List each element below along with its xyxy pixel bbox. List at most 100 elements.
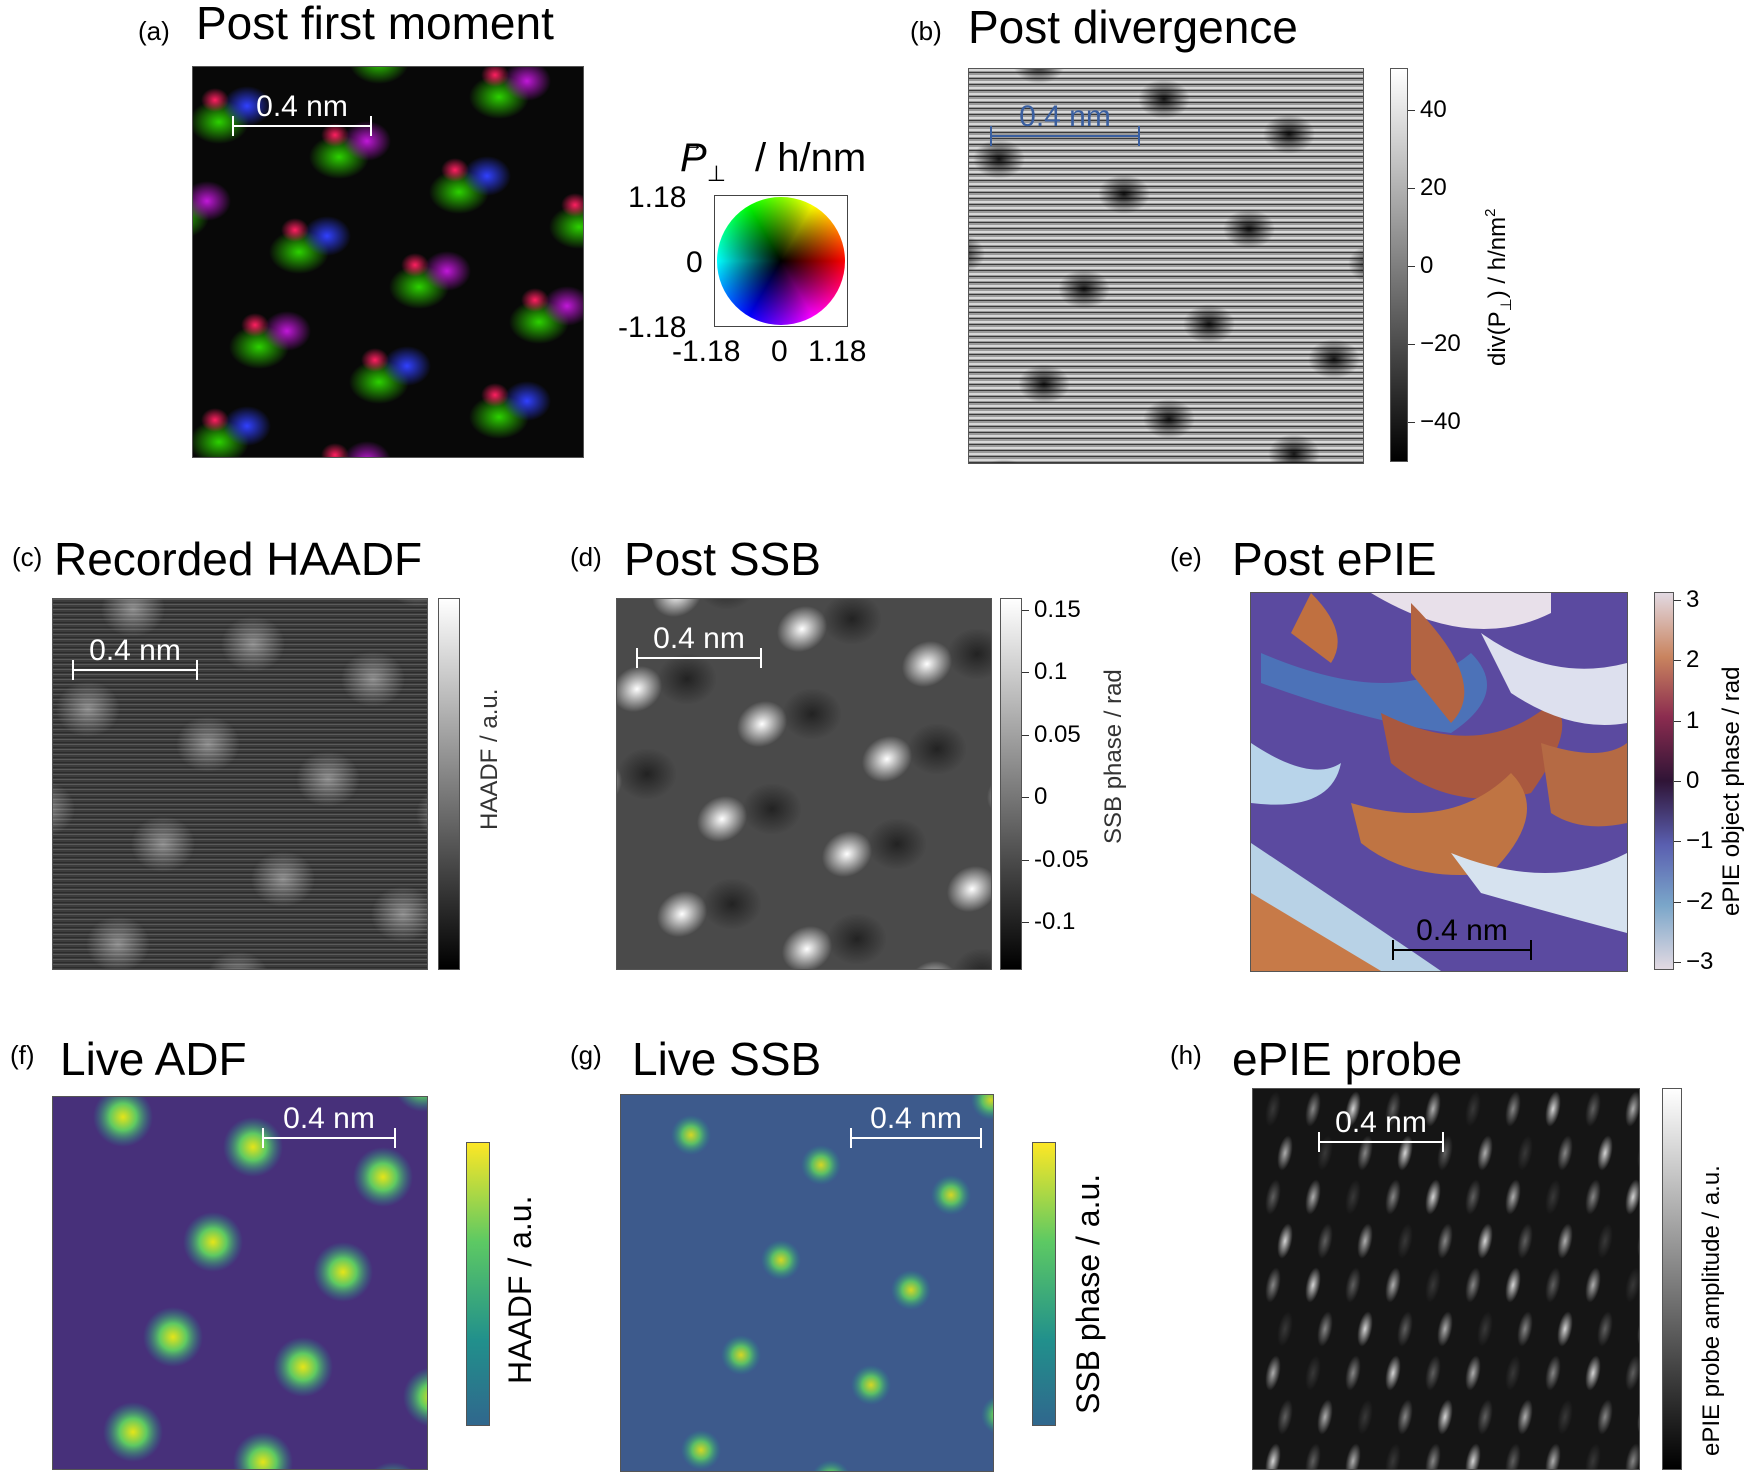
probe-streak [1597,1311,1613,1347]
probe-streak [1265,1091,1281,1127]
panel-d-letter: (d) [570,542,602,572]
moment-blob-red [321,443,349,457]
haadf-atom-column [101,599,165,637]
vector-arrow-icon: → [683,134,703,156]
probe-streak [1437,1399,1453,1435]
legend-ytick-top: 1.18 [628,181,687,214]
panel-e-colorbar-tickmark [1674,901,1681,903]
moment-blob-magenta [463,156,511,196]
probe-streak [1557,1135,1573,1171]
panel-b-colorbar-tickmark [1408,110,1415,111]
probe-streak [1477,1399,1493,1435]
panel-d-colorbar-tick: 0.15 [1034,596,1081,623]
probe-streak [1637,1135,1639,1171]
panel-h-colorbar-label: ePIE probe amplitude / a.u. [1698,1165,1725,1456]
probe-streak [1265,1355,1281,1391]
panel-b-colorbar-tick: −20 [1420,330,1461,357]
ssb-live-spot [931,1175,971,1215]
divergence-spot [1098,174,1150,214]
panel-d-colorbar-tick: 0.1 [1034,658,1068,686]
haadf-atom-column [208,951,268,969]
panel-e-image [1250,592,1628,972]
moment-blob-red [481,383,509,407]
probe-streak [1277,1399,1293,1435]
panel-d-colorbar-tick: -0.1 [1034,908,1076,935]
ssb-atom-column [696,795,748,843]
adf-atom-column [397,1097,427,1112]
panel-b-scalebar-label: 0.4 nm [1019,100,1111,133]
adf-atom-column [143,1307,203,1367]
ssb-dark-spot [822,599,882,645]
probe-streak [1505,1179,1521,1215]
probe-streak [1317,1223,1333,1259]
panel-a-image [192,66,584,458]
probe-streak [1465,1355,1481,1391]
probe-streak [1585,1267,1601,1303]
ssb-live-spot [801,1145,841,1185]
moment-blob-magenta [543,286,583,326]
legend-xtick-left: -1.18 [672,335,741,368]
adf-atom-column [93,1097,153,1147]
epie-region-orange [1411,603,1465,723]
adf-atom-column [233,1432,293,1469]
ssb-dark-spot [947,628,991,680]
probe-streak [1637,1399,1639,1435]
probe-streak [1357,1135,1373,1171]
adf-atom-column [223,1117,283,1177]
panel-e-letter: (e) [1170,542,1202,572]
haadf-atom-column [131,816,195,872]
moment-blob-red [281,218,309,242]
moment-blob-red [241,313,269,337]
panel-h-letter: (h) [1170,1040,1202,1070]
live-adf-map [93,1097,427,1469]
moment-blob-magenta [263,311,311,351]
ssb-live-spot [891,1270,931,1310]
ssb-dark-spot [867,818,927,870]
epie-region-white [1481,633,1627,725]
ssb-dark-spot [827,913,887,965]
haadf-atom-column [56,681,120,737]
panel-g-scalebar-label: 0.4 nm [870,1102,962,1135]
panel-b-colorbar-tick: 0 [1420,252,1434,279]
ssb-dark-spot [702,599,752,610]
panel-f-scalebar-label: 0.4 nm [283,1102,375,1135]
ssb-atom-column [946,865,991,913]
panel-d-colorbar-tickmark [1022,672,1029,674]
haadf-atom-column [176,716,240,772]
moment-blob-magenta [423,251,471,291]
panel-b-colorbar-tickmark [1408,188,1415,189]
adf-atom-column [353,1147,413,1207]
panel-d-colorbar-tick: 0 [1034,783,1048,811]
probe-streak [1517,1135,1533,1171]
panel-d-colorbar-tick: 0.05 [1034,720,1081,748]
moment-blob-red [561,193,583,217]
adf-atom-column [403,1367,427,1427]
probe-streak [1585,1091,1601,1127]
ssb-atom-column [781,925,833,969]
panel-b-title: Post divergence [968,1,1298,53]
panel-a-title: Post first moment [196,0,554,49]
panel-e-colorbar-tickmark [1674,720,1681,722]
ssb-dark-spot [617,748,677,800]
panel-g-colorbar [1032,1142,1056,1426]
panel-b-colorbar-tickmark [1408,266,1415,267]
divergence-spot [1268,434,1320,463]
panel-d-image [616,598,992,970]
panel-e-colorbar-tick: −3 [1686,948,1714,975]
probe-streak [1545,1179,1561,1215]
moment-blob-red [481,67,509,87]
panel-b-colorbar-tickmark [1408,422,1415,423]
panel-b-colorbar [1390,68,1408,462]
probe-streak [1517,1311,1533,1347]
moment-blob-magenta [343,441,391,457]
moment-blob-red [201,408,229,432]
epie-object-phase-map [1251,593,1627,971]
ssb-live-spot [971,1095,993,1120]
panel-h-scalebar: 0.4 nm [1318,1108,1444,1152]
panel-b-colorbar-label: div(P⊥) / h/nm2 [1482,209,1515,366]
ssb-dark-spot [742,783,802,835]
adf-atom-column [373,1462,413,1469]
panel-b-image [968,68,1364,464]
ssb-dark-spot [657,653,717,705]
panel-d-scalebar: 0.4 nm [636,624,762,668]
